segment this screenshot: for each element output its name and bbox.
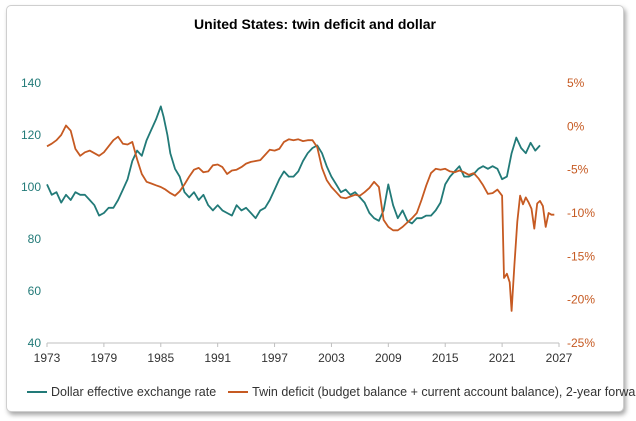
chart-svg: 1973 1979 1985 1991 1997 2003 2009 2015 2021 2027… xyxy=(21,76,595,365)
chart-frame: United States: twin deficit and dollar 1… xyxy=(6,5,636,412)
x-tick-label: 1979 xyxy=(91,351,118,365)
left-y-tick-label: 40 xyxy=(28,336,42,350)
legend-item-twin-deficit: Twin deficit (budget balance + current a… xyxy=(228,385,636,399)
legend-swatch-dollar xyxy=(27,391,47,393)
twin-deficit-series-line xyxy=(46,124,555,312)
right-y-tick-label: 5% xyxy=(567,76,585,90)
left-y-tick-label: 140 xyxy=(21,76,41,90)
x-tick-label: 2027 xyxy=(546,351,573,365)
right-y-tick-label: -5% xyxy=(567,163,589,177)
x-tick-label: 2003 xyxy=(318,351,345,365)
left-y-tick-label: 80 xyxy=(28,232,42,246)
legend: Dollar effective exchange rate Twin defi… xyxy=(27,385,636,399)
legend-swatch-twin-deficit xyxy=(228,391,249,393)
x-tick-label: 2015 xyxy=(432,351,459,365)
x-tick-label: 1997 xyxy=(261,351,288,365)
x-tick-label: 1973 xyxy=(34,351,61,365)
legend-label-dollar: Dollar effective exchange rate xyxy=(51,385,217,399)
left-y-tick-label: 100 xyxy=(21,180,41,194)
x-tick-label: 1985 xyxy=(147,351,174,365)
right-y-tick-label: -10% xyxy=(567,206,595,220)
right-y-tick-label: 0% xyxy=(567,119,585,133)
x-tick-label: 2021 xyxy=(489,351,516,365)
left-y-tick-label: 60 xyxy=(28,284,42,298)
chart-title: United States: twin deficit and dollar xyxy=(194,16,436,32)
legend-label-twin-deficit: Twin deficit (budget balance + current a… xyxy=(252,385,636,399)
left-y-tick-label: 120 xyxy=(21,128,41,142)
right-y-tick-label: -25% xyxy=(567,336,595,350)
x-tick-label: 1991 xyxy=(204,351,231,365)
legend-item-dollar: Dollar effective exchange rate xyxy=(27,385,216,399)
right-y-tick-label: -15% xyxy=(567,249,595,263)
right-y-tick-label: -20% xyxy=(567,293,595,307)
x-tick-label: 2009 xyxy=(375,351,402,365)
dollar-series-line xyxy=(46,105,541,225)
